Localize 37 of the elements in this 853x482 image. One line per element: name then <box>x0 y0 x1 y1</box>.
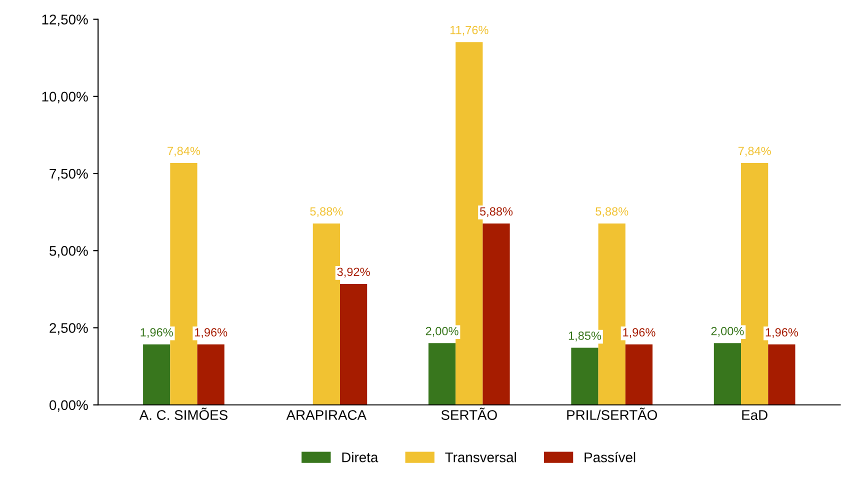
data-label: 2,00% <box>711 326 744 337</box>
x-tick-label: SERTÃO <box>441 408 497 420</box>
data-label: 11,76% <box>450 26 488 36</box>
data-label: 5,88% <box>310 207 343 217</box>
bar <box>768 344 796 405</box>
data-label: 5,88% <box>596 207 628 217</box>
data-label: 7,84% <box>738 146 771 157</box>
legend-label: Passível <box>584 452 636 462</box>
data-label: 1,96% <box>195 328 228 338</box>
bar <box>714 343 742 405</box>
data-label: 1,96% <box>140 328 173 338</box>
y-tick-label: 2,50% <box>50 323 88 335</box>
data-label: 1,96% <box>623 328 656 338</box>
y-tick-label: 10,00% <box>42 92 88 104</box>
data-label: 5,88% <box>480 207 513 217</box>
bar <box>197 344 224 405</box>
y-tick-label: 0,00% <box>50 400 88 412</box>
x-tick-label: EaD <box>742 410 768 420</box>
legend-label: Transversal <box>445 452 516 462</box>
data-label: 2,00% <box>426 326 458 337</box>
y-tick-label: 7,50% <box>50 168 88 180</box>
x-tick-label: ARAPIRACA <box>286 410 367 420</box>
data-label: 3,92% <box>337 268 370 278</box>
data-label: 1,85% <box>568 332 602 342</box>
bar <box>340 284 368 405</box>
y-tick-label: 5,00% <box>50 246 88 258</box>
legend-label: Direta <box>342 452 378 462</box>
bar <box>625 344 653 405</box>
bar <box>428 343 456 405</box>
bar <box>482 223 510 405</box>
bar <box>571 348 598 405</box>
bar <box>143 344 170 405</box>
x-tick-label: A. C. SIMÕES <box>139 408 228 420</box>
x-tick-label: PRIL/SERTÃO <box>567 408 657 420</box>
data-label: 1,96% <box>766 328 798 338</box>
data-label: 7,84% <box>168 146 200 157</box>
y-tick-label: 12,50% <box>42 14 88 26</box>
